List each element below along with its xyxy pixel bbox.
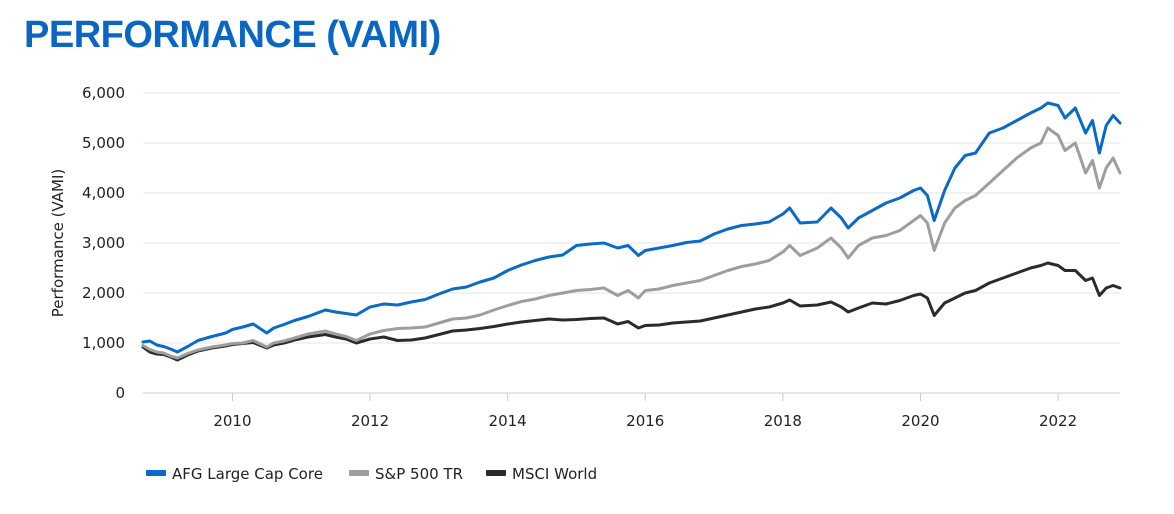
y-axis-title: Performance (VAMI) xyxy=(49,169,67,317)
legend-swatch-1 xyxy=(349,470,369,476)
legend-label-0[interactable]: AFG Large Cap Core xyxy=(172,465,323,483)
x-tick-label: 2018 xyxy=(764,412,802,430)
legend-label-1[interactable]: S&P 500 TR xyxy=(375,465,463,483)
y-tick-label: 1,000 xyxy=(82,334,125,352)
x-tick-label: 2016 xyxy=(626,412,664,430)
x-tick-label: 2014 xyxy=(489,412,527,430)
y-tick-label: 0 xyxy=(115,384,125,402)
x-axis-ticks: 2010 2012 2014 2016 2018 2020 2022 xyxy=(213,393,1077,430)
page-title: PERFORMANCE (VAMI) xyxy=(24,14,441,56)
y-tick-label: 2,000 xyxy=(82,284,125,302)
legend-swatch-2 xyxy=(486,470,506,476)
series-line-2 xyxy=(141,261,1122,362)
series-lines xyxy=(141,101,1122,362)
x-tick-label: 2010 xyxy=(213,412,251,430)
legend-swatch-0 xyxy=(146,470,166,476)
y-tick-label: 5,000 xyxy=(82,134,125,152)
legend: AFG Large Cap Core S&P 500 TR MSCI World xyxy=(146,465,597,483)
y-tick-label: 3,000 xyxy=(82,234,125,252)
y-tick-label: 4,000 xyxy=(82,184,125,202)
y-tick-label: 6,000 xyxy=(82,84,125,102)
grid-lines xyxy=(143,92,1120,394)
series-line-0 xyxy=(141,101,1122,354)
x-tick-label: 2022 xyxy=(1039,412,1077,430)
series-line-1 xyxy=(141,126,1122,360)
x-tick-label: 2020 xyxy=(901,412,939,430)
x-tick-label: 2012 xyxy=(351,412,389,430)
y-axis-ticks: 0 1,000 2,000 3,000 4,000 5,000 6,000 xyxy=(82,84,125,402)
legend-label-2[interactable]: MSCI World xyxy=(512,465,597,483)
